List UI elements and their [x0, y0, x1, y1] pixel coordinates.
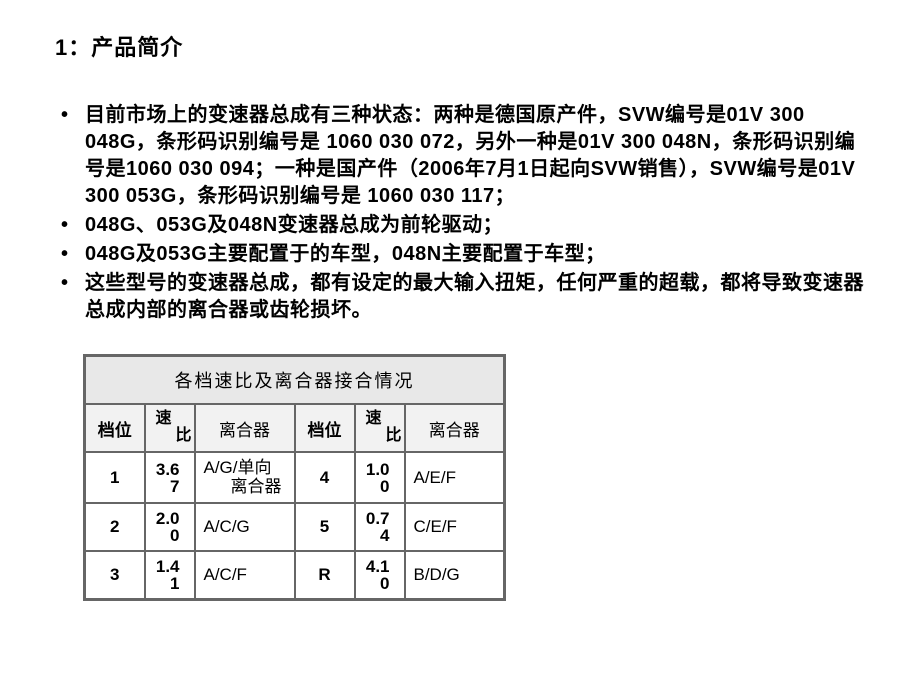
cell-ratio: 0.7 4	[355, 503, 405, 551]
cell-clutch: C/E/F	[405, 503, 505, 551]
header-gear: 档位	[295, 404, 355, 452]
cell-clutch: A/E/F	[405, 452, 505, 503]
table-container: 各档速比及离合器接合情况 档位 速 比 离合器 档位 速 比 离合器 1 3.6…	[83, 354, 865, 601]
table-row: 3 1.4 1 A/C/F R 4.1 0 B/D/G	[85, 551, 505, 600]
cell-clutch: A/C/F	[195, 551, 295, 600]
list-item: 048G、053G及048N变速器总成为前轮驱动；	[55, 212, 865, 239]
cell-gear: 1	[85, 452, 145, 503]
table-row: 2 2.0 0 A/C/G 5 0.7 4 C/E/F	[85, 503, 505, 551]
cell-clutch: A/C/G	[195, 503, 295, 551]
page-title: 1：产品简介	[55, 30, 865, 62]
cell-ratio: 1.0 0	[355, 452, 405, 503]
cell-gear: 3	[85, 551, 145, 600]
table-row: 档位 速 比 离合器 档位 速 比 离合器	[85, 404, 505, 452]
header-clutch: 离合器	[405, 404, 505, 452]
cell-clutch: A/G/单向 离合器	[195, 452, 295, 503]
list-item: 目前市场上的变速器总成有三种状态：两种是德国原产件，SVW编号是01V 300 …	[55, 102, 865, 210]
cell-ratio: 2.0 0	[145, 503, 195, 551]
cell-gear: 5	[295, 503, 355, 551]
cell-gear: R	[295, 551, 355, 600]
table-caption: 各档速比及离合器接合情况	[85, 356, 505, 405]
list-item: 这些型号的变速器总成，都有设定的最大输入扭矩，任何严重的超载，都将导致变速器总成…	[55, 270, 865, 324]
header-ratio: 速 比	[355, 404, 405, 452]
cell-clutch: B/D/G	[405, 551, 505, 600]
ratio-clutch-table: 各档速比及离合器接合情况 档位 速 比 离合器 档位 速 比 离合器 1 3.6…	[83, 354, 506, 601]
header-clutch: 离合器	[195, 404, 295, 452]
list-item: 048G及053G主要配置于的车型，048N主要配置于车型；	[55, 241, 865, 268]
cell-gear: 2	[85, 503, 145, 551]
table-row: 1 3.6 7 A/G/单向 离合器 4 1.0 0 A/E/F	[85, 452, 505, 503]
header-ratio: 速 比	[145, 404, 195, 452]
bullet-list: 目前市场上的变速器总成有三种状态：两种是德国原产件，SVW编号是01V 300 …	[55, 102, 865, 324]
cell-ratio: 3.6 7	[145, 452, 195, 503]
cell-ratio: 1.4 1	[145, 551, 195, 600]
header-gear: 档位	[85, 404, 145, 452]
cell-gear: 4	[295, 452, 355, 503]
cell-ratio: 4.1 0	[355, 551, 405, 600]
table-row: 各档速比及离合器接合情况	[85, 356, 505, 405]
